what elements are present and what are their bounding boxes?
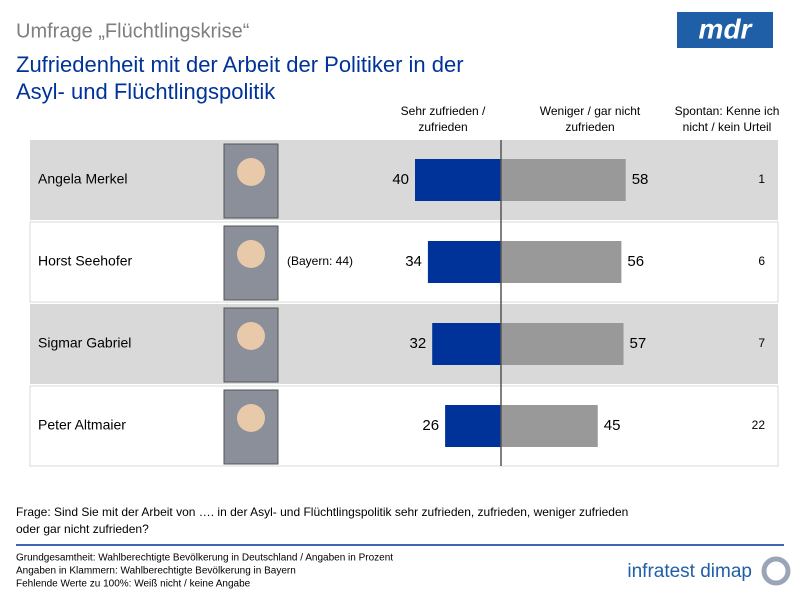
footnote: Angaben in Klammern: Wahlberechtigte Bev… bbox=[16, 566, 296, 577]
value-label: 34 bbox=[405, 253, 422, 270]
value-label: 40 bbox=[392, 171, 409, 188]
header: Umfrage „Flüchtlingskrise“ bbox=[16, 20, 249, 42]
column-header: Weniger / gar nicht bbox=[540, 104, 641, 118]
value-label: 6 bbox=[758, 254, 765, 268]
chart-title: Asyl- und Flüchtlingspolitik bbox=[16, 79, 276, 104]
bar bbox=[415, 159, 501, 201]
row-label: Peter Altmaier bbox=[38, 417, 126, 433]
source-icon bbox=[761, 556, 791, 586]
question: Frage: Sind Sie mit der Arbeit von …. in… bbox=[16, 505, 628, 519]
value-label: 26 bbox=[422, 417, 439, 434]
value-label: 57 bbox=[630, 335, 647, 352]
value-label: 56 bbox=[627, 253, 644, 270]
chart-title: Zufriedenheit mit der Arbeit der Politik… bbox=[16, 52, 464, 77]
footnote: Fehlende Werte zu 100%: Weiß nicht / kei… bbox=[16, 579, 251, 590]
bar bbox=[501, 159, 626, 201]
question: oder gar nicht zufrieden? bbox=[16, 522, 149, 536]
row-band bbox=[30, 304, 778, 384]
value-label: 45 bbox=[604, 417, 621, 434]
value-label: 32 bbox=[410, 335, 427, 352]
column-header: zufrieden bbox=[418, 120, 467, 134]
photo-face bbox=[237, 158, 265, 186]
footnote: Grundgesamtheit: Wahlberechtigte Bevölke… bbox=[16, 553, 393, 564]
column-header: nicht / kein Urteil bbox=[683, 120, 772, 134]
source: infratest dimap bbox=[627, 561, 752, 582]
bar bbox=[432, 323, 501, 365]
value-label: 1 bbox=[758, 172, 765, 186]
logo: mdr bbox=[699, 13, 754, 44]
row-band bbox=[29, 221, 779, 303]
logo-box bbox=[677, 12, 773, 48]
column-header: Spontan: Kenne ich bbox=[675, 104, 780, 118]
photo-face bbox=[237, 404, 265, 432]
value-label: 22 bbox=[752, 418, 766, 432]
row-band bbox=[29, 385, 779, 467]
bar bbox=[427, 241, 501, 283]
row-label: Sigmar Gabriel bbox=[38, 335, 131, 351]
column-header: Sehr zufrieden / bbox=[401, 104, 486, 118]
bar bbox=[501, 323, 624, 365]
value-label: 58 bbox=[632, 171, 649, 188]
column-header: zufrieden bbox=[565, 120, 614, 134]
row-label: Angela Merkel bbox=[38, 171, 128, 187]
bar bbox=[501, 405, 598, 447]
bar bbox=[445, 405, 501, 447]
value-label: 7 bbox=[758, 336, 765, 350]
row-label: Horst Seehofer bbox=[38, 253, 132, 269]
photo-face bbox=[237, 240, 265, 268]
bar bbox=[501, 241, 622, 283]
row-band bbox=[30, 140, 778, 220]
annotation: (Bayern: 44) bbox=[287, 254, 353, 268]
photo-face bbox=[237, 322, 265, 350]
